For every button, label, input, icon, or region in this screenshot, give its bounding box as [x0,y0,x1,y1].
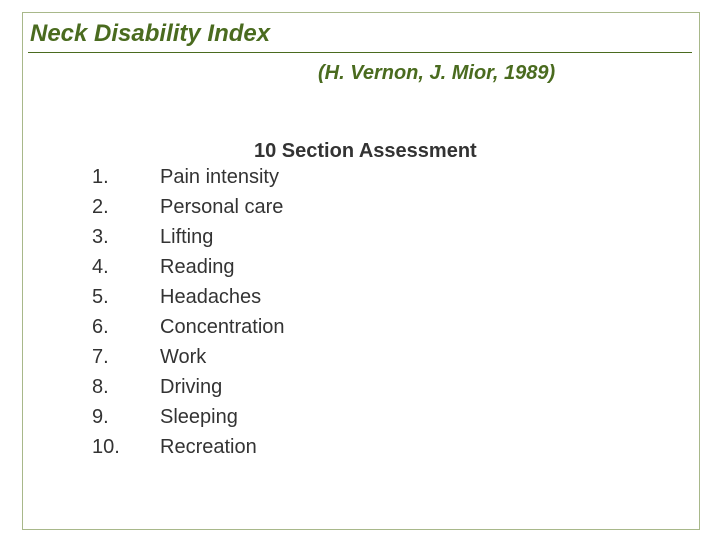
list-item-number: 8. [92,376,160,399]
list-item: 3. Lifting [92,226,285,256]
list-item: 2. Personal care [92,196,285,226]
list-item-label: Sleeping [160,406,238,429]
list-item-number: 5. [92,286,160,309]
list-item-label: Personal care [160,196,283,219]
list-item-label: Driving [160,376,222,399]
list-item-number: 2. [92,196,160,219]
list-item-label: Reading [160,256,235,279]
list-item-label: Concentration [160,316,285,339]
list-item-label: Lifting [160,226,213,249]
list-item-number: 6. [92,316,160,339]
list-item-label: Recreation [160,436,257,459]
list-item: 7. Work [92,346,285,376]
section-heading: 10 Section Assessment [254,140,477,163]
list-item: 6. Concentration [92,316,285,346]
list-item: 9. Sleeping [92,406,285,436]
citation-text: (H. Vernon, J. Mior, 1989) [318,62,555,85]
list-item: 1. Pain intensity [92,166,285,196]
list-item-label: Work [160,346,206,369]
assessment-list: 1. Pain intensity 2. Personal care 3. Li… [92,166,285,466]
list-item-label: Headaches [160,286,261,309]
list-item-number: 3. [92,226,160,249]
list-item: 5. Headaches [92,286,285,316]
list-item-number: 4. [92,256,160,279]
list-item: 10. Recreation [92,436,285,466]
list-item: 4. Reading [92,256,285,286]
list-item: 8. Driving [92,376,285,406]
page-title: Neck Disability Index [30,20,270,48]
list-item-number: 9. [92,406,160,429]
list-item-number: 1. [92,166,160,189]
list-item-number: 7. [92,346,160,369]
title-underline [28,52,692,53]
list-item-number: 10. [92,436,160,459]
list-item-label: Pain intensity [160,166,279,189]
